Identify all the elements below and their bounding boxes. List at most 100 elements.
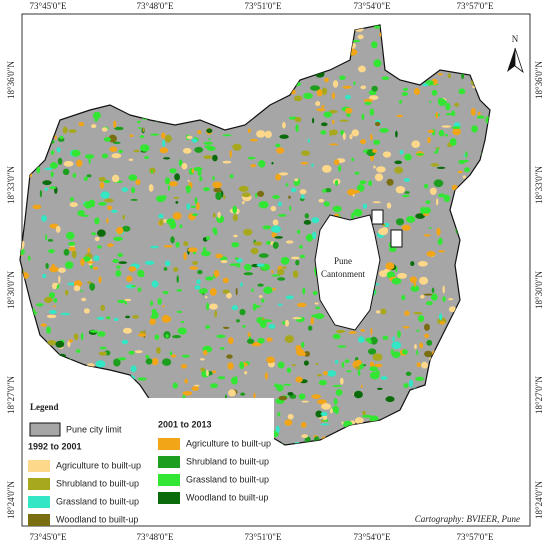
- change-patch: [247, 332, 251, 337]
- change-patch: [49, 162, 58, 169]
- change-patch: [409, 276, 418, 284]
- change-patch: [397, 330, 401, 338]
- change-patch: [403, 87, 408, 92]
- change-patch: [360, 85, 367, 90]
- change-patch: [170, 225, 174, 230]
- change-patch: [370, 336, 378, 345]
- change-patch: [353, 390, 363, 399]
- legend-label: Grassland to built-up: [186, 474, 269, 484]
- change-patch: [45, 234, 48, 241]
- change-patch: [448, 298, 454, 301]
- change-patch: [280, 256, 290, 265]
- change-patch: [229, 150, 232, 158]
- change-patch: [420, 294, 425, 299]
- grid-label: 73°57'0"E: [457, 532, 494, 542]
- change-patch: [78, 122, 85, 127]
- legend-swatch: [158, 492, 180, 504]
- change-patch: [176, 275, 179, 283]
- change-patch: [391, 277, 402, 285]
- change-patch: [49, 266, 59, 273]
- change-patch: [83, 176, 88, 181]
- change-patch: [445, 102, 451, 111]
- change-patch: [122, 225, 131, 232]
- change-patch: [222, 160, 232, 164]
- change-patch: [139, 135, 145, 139]
- change-patch: [345, 94, 351, 100]
- change-patch: [41, 215, 47, 222]
- change-patch: [352, 194, 355, 197]
- change-patch: [376, 387, 383, 390]
- change-patch: [401, 92, 409, 96]
- change-patch: [151, 280, 159, 288]
- change-patch: [348, 331, 357, 334]
- change-patch: [283, 383, 292, 386]
- change-patch: [100, 191, 110, 199]
- change-patch: [176, 289, 182, 292]
- change-patch: [176, 310, 182, 314]
- change-patch: [40, 323, 47, 327]
- change-patch: [87, 248, 91, 253]
- change-patch: [232, 205, 237, 214]
- change-patch: [203, 187, 210, 192]
- change-patch: [172, 335, 181, 339]
- change-patch: [381, 76, 390, 80]
- change-patch: [369, 371, 380, 380]
- change-patch: [463, 159, 469, 163]
- change-patch: [181, 364, 187, 369]
- change-patch: [311, 394, 322, 399]
- change-patch: [357, 34, 364, 40]
- change-patch: [379, 127, 389, 133]
- change-patch: [264, 372, 268, 380]
- change-patch: [436, 147, 439, 153]
- change-patch: [408, 379, 414, 388]
- change-patch: [92, 266, 99, 270]
- change-patch: [150, 169, 153, 174]
- change-patch: [391, 341, 402, 350]
- change-patch: [339, 119, 349, 122]
- change-patch: [325, 188, 332, 193]
- change-patch: [318, 379, 327, 386]
- change-patch: [264, 130, 272, 139]
- change-patch: [416, 349, 419, 356]
- change-patch: [231, 376, 238, 385]
- change-patch: [276, 147, 285, 154]
- change-patch: [162, 305, 165, 308]
- change-patch: [258, 201, 269, 209]
- change-patch: [369, 415, 379, 422]
- change-patch: [332, 205, 342, 213]
- change-patch: [395, 218, 405, 226]
- change-patch: [42, 180, 52, 186]
- change-patch: [46, 314, 57, 319]
- change-patch: [106, 316, 111, 320]
- change-patch: [307, 138, 310, 143]
- change-patch: [320, 419, 324, 422]
- change-patch: [50, 171, 54, 178]
- change-patch: [360, 329, 366, 332]
- change-patch: [156, 347, 161, 354]
- change-patch: [213, 269, 220, 278]
- change-patch: [310, 317, 314, 325]
- legend-label: Pune city limit: [66, 424, 122, 434]
- change-patch: [315, 363, 319, 365]
- change-patch: [137, 120, 141, 124]
- change-patch: [261, 298, 265, 303]
- change-patch: [251, 342, 262, 347]
- change-patch: [58, 275, 61, 284]
- change-patch: [278, 172, 289, 176]
- change-patch: [172, 382, 178, 389]
- map-label: Cantonment: [321, 269, 365, 279]
- change-patch: [401, 224, 411, 231]
- change-patch: [369, 95, 379, 100]
- change-patch: [418, 261, 428, 267]
- change-patch: [328, 109, 338, 114]
- change-patch: [371, 41, 378, 49]
- change-patch: [382, 151, 392, 158]
- change-patch: [177, 327, 187, 335]
- change-patch: [213, 229, 218, 236]
- change-patch: [272, 195, 280, 199]
- change-patch: [162, 139, 166, 147]
- change-patch: [130, 198, 138, 201]
- change-patch: [263, 286, 273, 294]
- north-label: N: [512, 34, 519, 44]
- change-patch: [438, 313, 443, 321]
